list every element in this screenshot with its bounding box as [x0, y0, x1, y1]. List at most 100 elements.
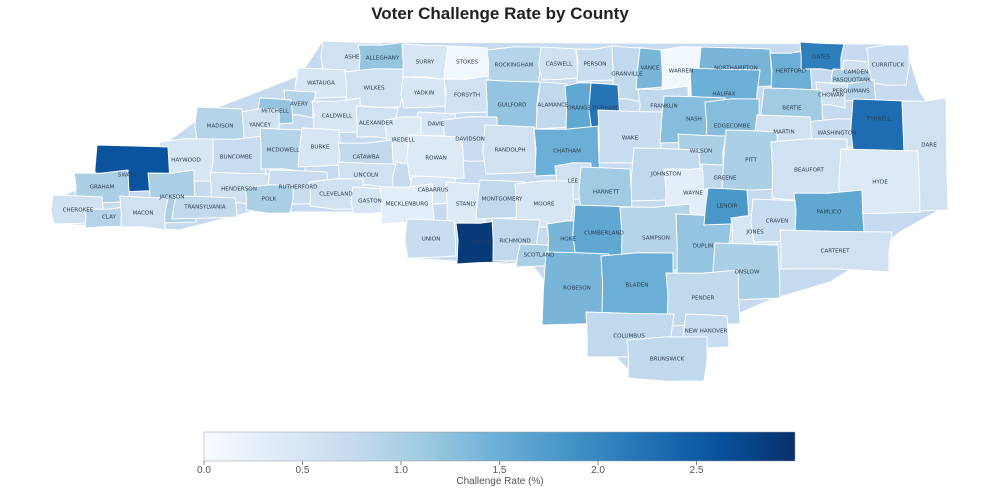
county-rowan[interactable] [406, 134, 465, 181]
county-label-person: PERSON [584, 62, 607, 68]
colorbar-tick-label: 2.5 [690, 465, 704, 476]
county-label-wayne: WAYNE [683, 191, 703, 197]
county-label-jones: JONES [745, 230, 764, 236]
county-union[interactable] [404, 218, 457, 259]
county-label-caldwell: CALDWELL [322, 114, 353, 120]
county-label-pamlico: PAMLICO [817, 210, 842, 216]
county-label-chowan: CHOWAN [818, 93, 844, 99]
county-label-macon: MACON [132, 211, 153, 217]
county-label-graham: GRAHAM [90, 185, 115, 191]
county-label-richmond: RICHMOND [499, 239, 530, 245]
county-label-haywood: HAYWOOD [171, 158, 201, 164]
county-label-camden: CAMDEN [844, 70, 869, 76]
county-label-davidson: DAVIDSON [455, 137, 485, 143]
colorbar [203, 431, 796, 462]
county-label-greene: GREENE [713, 176, 736, 182]
county-label-surry: SURRY [416, 60, 435, 66]
colorbar-tick-label: 1.5 [493, 465, 507, 476]
county-currituck[interactable] [866, 44, 910, 86]
county-label-guilford: GUILFORD [497, 103, 526, 109]
county-label-wake: WAKE [622, 136, 639, 142]
county-label-edgecombe: EDGECOMBE [714, 124, 751, 130]
county-label-pasquotank: PASQUOTANK [833, 78, 871, 84]
county-label-stokes: STOKES [456, 60, 479, 66]
county-label-anson: ANSON [471, 240, 491, 246]
county-label-johnston: JOHNSTON [650, 172, 681, 178]
county-label-new-hanover: NEW HANOVER [685, 329, 728, 335]
county-label-cumberland: CUMBERLAND [584, 231, 624, 237]
county-label-orange: ORANGE [567, 106, 591, 112]
county-label-granville: GRANVILLE [611, 72, 643, 78]
county-label-perquimans: PERQUIMANS [832, 89, 870, 95]
county-label-lenoir: LENOIR [717, 204, 738, 210]
county-label-brunswick: BRUNSWICK [650, 357, 685, 363]
county-transylvania[interactable] [171, 195, 238, 220]
county-label-randolph: RANDOLPH [494, 148, 525, 154]
county-label-montgomery: MONTGOMERY [482, 197, 523, 203]
county-label-warren: WARREN [669, 69, 694, 75]
county-label-washington: WASHINGTON [818, 131, 857, 137]
county-label-franklin: FRANKLIN [650, 104, 678, 110]
county-label-moore: MOORE [533, 202, 555, 208]
county-label-vance: VANCE [641, 66, 660, 72]
county-label-tyrrell: TYRRELL [866, 117, 892, 123]
county-polk[interactable] [244, 184, 294, 214]
county-carteret[interactable] [779, 229, 893, 273]
county-label-rutherford: RUTHERFORD [279, 185, 318, 191]
county-label-wilson: WILSON [690, 149, 712, 155]
county-label-duplin: DUPLIN [693, 244, 714, 250]
county-label-rowan: ROWAN [425, 156, 447, 162]
county-label-alleghany: ALLEGHANY [366, 56, 400, 62]
county-label-northampton: NORTHAMPTON [714, 66, 758, 72]
county-label-burke: BURKE [310, 145, 329, 151]
county-label-cabarrus: CABARRUS [418, 188, 449, 194]
county-label-hertford: HERTFORD [776, 69, 806, 75]
county-label-scotland: SCOTLAND [524, 253, 555, 259]
county-label-craven: CRAVEN [766, 219, 789, 225]
county-label-polk: POLK [262, 197, 277, 203]
county-label-carteret: CARTERET [820, 249, 850, 255]
county-label-clay: CLAY [102, 215, 117, 221]
county-label-madison: MADISON [207, 124, 234, 130]
county-label-bladen: BLADEN [626, 283, 649, 289]
county-macon[interactable] [119, 195, 169, 231]
county-label-lincoln: LINCOLN [354, 173, 379, 179]
county-label-iredell: IREDELL [391, 138, 415, 144]
county-label-caswell: CASWELL [546, 62, 573, 68]
colorbar-tick-label: 0.5 [296, 465, 310, 476]
county-label-yancey: YANCEY [248, 123, 271, 129]
county-label-gates: GATES [812, 55, 831, 61]
county-label-onslow: ONSLOW [735, 270, 760, 276]
county-label-catawba: CATAWBA [353, 155, 380, 161]
county-label-sampson: SAMPSON [642, 236, 670, 242]
county-label-cherokee: CHEROKEE [63, 208, 94, 214]
county-label-halifax: HALIFAX [712, 92, 735, 98]
county-label-beaufort: BEAUFORT [794, 168, 824, 174]
county-label-ashe: ASHE [344, 55, 360, 61]
county-label-jackson: JACKSON [159, 195, 185, 201]
county-label-mitchell: MITCHELL [261, 109, 289, 115]
colorbar-tick-label: 1.0 [394, 465, 408, 476]
county-label-hyde: HYDE [872, 180, 888, 186]
county-label-chatham: CHATHAM [553, 149, 581, 155]
county-label-stanly: STANLY [456, 202, 477, 208]
county-label-transylvania: TRANSYLVANIA [183, 205, 226, 211]
county-label-alamance: ALAMANCE [537, 103, 569, 109]
county-brunswick[interactable] [626, 336, 708, 382]
county-label-bertie: BERTIE [782, 106, 802, 112]
county-pender[interactable] [665, 269, 741, 327]
county-label-swain: SWAIN [118, 173, 136, 179]
colorbar-title: Challenge Rate (%) [456, 476, 543, 487]
county-label-columbus: COLUMBUS [613, 334, 645, 340]
county-label-nash: NASH [686, 117, 702, 123]
county-label-pender: PENDER [692, 296, 715, 302]
county-label-cleveland: CLEVELAND [319, 192, 352, 198]
county-label-dare: DARE [921, 143, 937, 149]
county-label-rockingham: ROCKINGHAM [495, 63, 534, 69]
county-label-henderson: HENDERSON [221, 187, 257, 193]
county-label-davie: DAVIE [428, 122, 445, 128]
county-label-pitt: PITT [745, 158, 757, 164]
colorbar-tick-label: 0.0 [197, 465, 211, 476]
